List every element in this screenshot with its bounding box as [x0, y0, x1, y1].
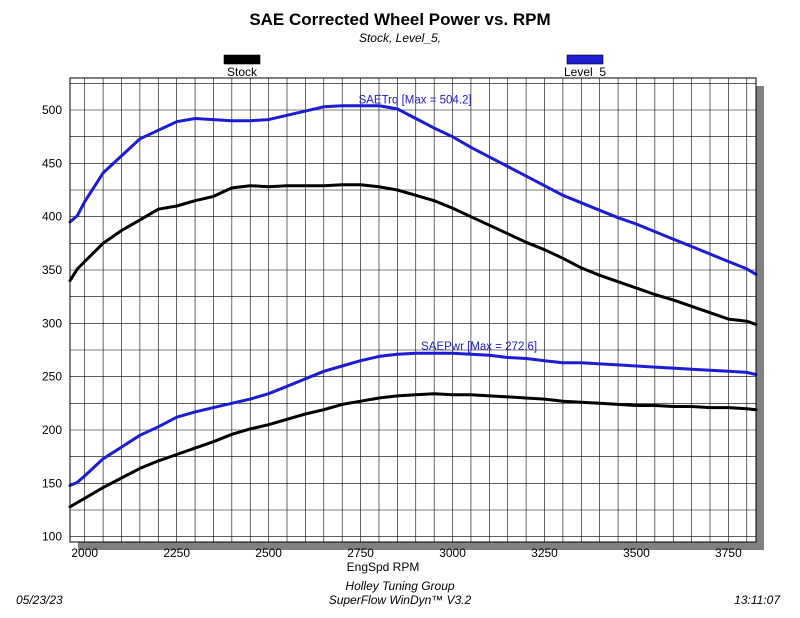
footer-date: 05/23/23 — [16, 593, 63, 607]
annotations: SAETrq [Max = 504.2] SAEPwr [Max = 272.6] — [359, 95, 538, 353]
plot-border — [69, 77, 757, 543]
legend-swatch — [566, 54, 604, 65]
max-annotation: SAETrq [Max = 504.2] — [359, 95, 472, 107]
x-tick-label: 3000 — [439, 546, 466, 560]
x-tick-label: 2750 — [347, 546, 374, 560]
y-tick-label: 150 — [42, 476, 62, 490]
y-tick-label: 250 — [42, 370, 62, 384]
x-tick-label: 3250 — [531, 546, 558, 560]
y-tick-label: 200 — [42, 423, 62, 437]
max-annotation: SAEPwr [Max = 272.6] — [421, 341, 537, 353]
legend: Stock Level_5 — [223, 54, 606, 79]
series-line-level_5-saepwr — [68, 351, 758, 487]
legend-label: Level_5 — [564, 65, 606, 79]
chart-subtitle: Stock, Level_5, — [358, 31, 442, 45]
footer-time: 13:11:07 — [734, 593, 780, 607]
chart-title: SAE Corrected Wheel Power vs. RPM — [249, 10, 551, 29]
y-tick-label: 500 — [42, 103, 62, 117]
y-tick-label: 300 — [42, 316, 62, 330]
y-tick-label: 450 — [42, 156, 62, 170]
legend-label: Stock — [227, 65, 258, 79]
grid-lines — [70, 78, 756, 542]
legend-swatch — [223, 54, 261, 65]
y-tick-label: 350 — [42, 263, 62, 277]
y-tick-label: 100 — [42, 530, 62, 544]
x-tick-label: 3500 — [623, 546, 650, 560]
x-tick-label: 3750 — [715, 546, 742, 560]
x-axis-label: EngSpd RPM — [347, 560, 420, 574]
series-line-level_5-saetrq — [68, 104, 758, 276]
footer-company: Holley Tuning Group — [345, 579, 455, 593]
series-line-stock-saepwr — [68, 392, 758, 509]
x-tick-label: 2250 — [163, 546, 190, 560]
series-line-stock-saetrq — [68, 183, 758, 326]
plot-background — [70, 78, 756, 542]
tick-labels: 2000 2250 2500 2750 3000 3250 3500 3750 100 150 20… — [42, 103, 742, 560]
series-layer — [68, 104, 758, 509]
y-tick-label: 400 — [42, 210, 62, 224]
x-tick-label: 2000 — [71, 546, 98, 560]
footer-software: SuperFlow WinDyn™ V3.2 — [328, 593, 472, 607]
x-tick-label: 2500 — [255, 546, 282, 560]
